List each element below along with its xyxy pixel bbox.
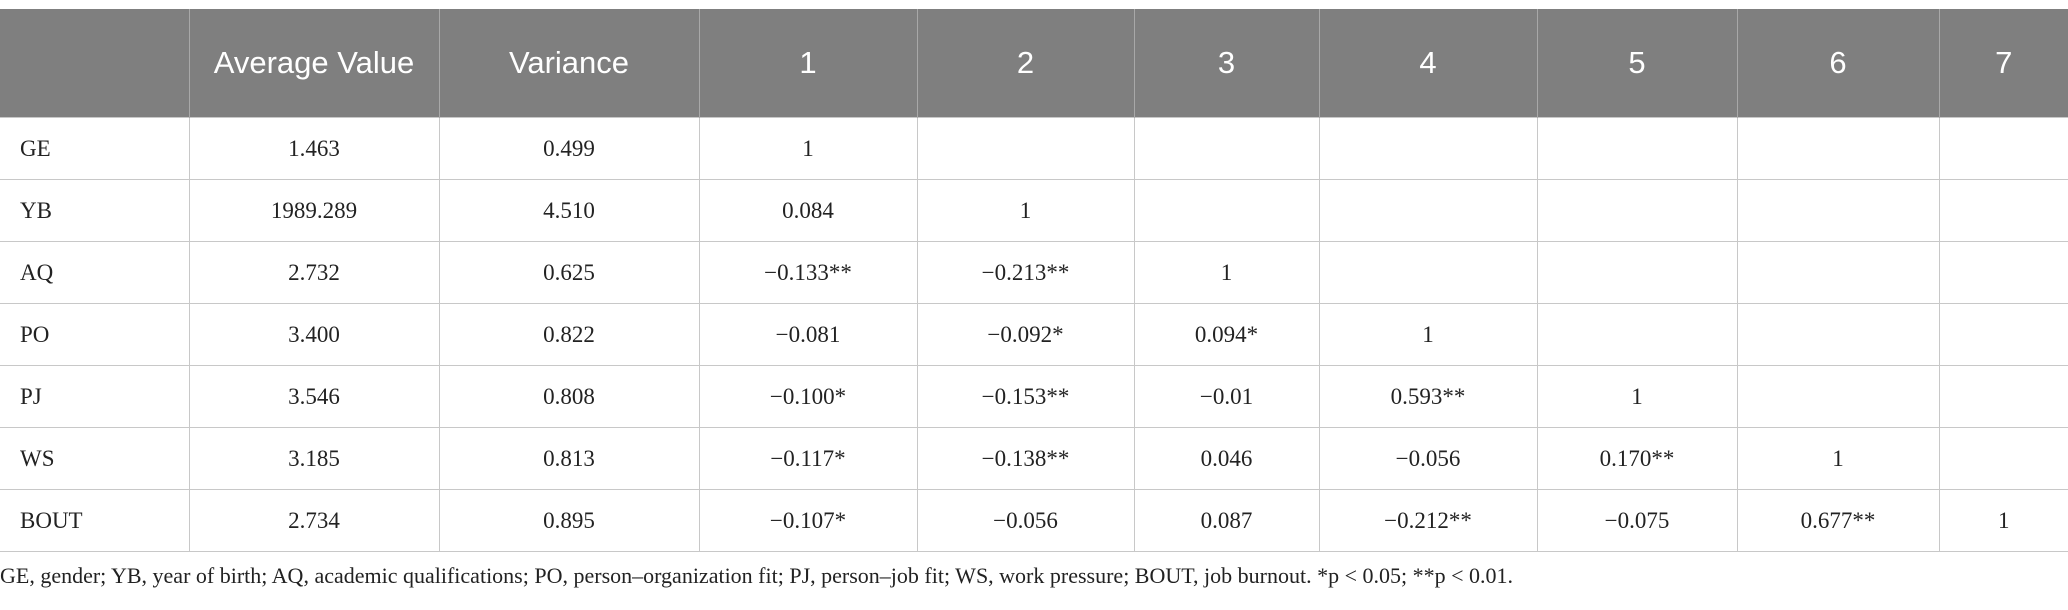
- cell: 0.625: [438, 241, 700, 304]
- cell: 0.813: [438, 427, 700, 490]
- empty-cell: [1938, 427, 2068, 490]
- empty-cell: [1736, 179, 1940, 242]
- row-label: BOUT: [0, 489, 190, 552]
- row-label: AQ: [0, 241, 190, 304]
- cell: −0.056: [916, 489, 1135, 552]
- cell: −0.092*: [916, 303, 1135, 366]
- row-label: YB: [0, 179, 190, 242]
- empty-cell: [1536, 241, 1738, 304]
- cell: 0.094*: [1133, 303, 1320, 366]
- table-row: WS 3.185 0.813 −0.117* −0.138** 0.046 −0.056 0.…: [0, 427, 2068, 490]
- cell: −0.056: [1318, 427, 1538, 490]
- cell: 0.677**: [1736, 489, 1940, 552]
- empty-cell: [1318, 241, 1538, 304]
- footnote: GE, gender; YB, year of birth; AQ, acade…: [0, 563, 1514, 588]
- cell: −0.100*: [698, 365, 918, 428]
- cell: 0.087: [1133, 489, 1320, 552]
- header-cell: 6: [1736, 9, 1939, 118]
- header-cell: Variance: [438, 9, 699, 118]
- cell: 3.546: [188, 365, 440, 428]
- cell: −0.075: [1536, 489, 1738, 552]
- header-cell: 1: [698, 9, 917, 118]
- empty-cell: [1133, 179, 1320, 242]
- empty-cell: [1938, 117, 2068, 180]
- cell: 1: [1133, 241, 1320, 304]
- empty-cell: [1938, 303, 2068, 366]
- header-cell: 4: [1318, 9, 1537, 118]
- cell: 1989.289: [188, 179, 440, 242]
- cell: 2.734: [188, 489, 440, 552]
- cell: −0.133**: [698, 241, 918, 304]
- cell: 1.463: [188, 117, 440, 180]
- empty-cell: [1133, 117, 1320, 180]
- cell: 0.499: [438, 117, 700, 180]
- header-corner: [0, 9, 189, 118]
- cell: −0.081: [698, 303, 918, 366]
- cell: 0.170**: [1536, 427, 1738, 490]
- empty-cell: [1938, 179, 2068, 242]
- table-row: AQ 2.732 0.625 −0.133** −0.213** 1: [0, 241, 2068, 304]
- cell: 0.046: [1133, 427, 1320, 490]
- empty-cell: [1536, 117, 1738, 180]
- table-row: YB 1989.289 4.510 0.084 1: [0, 179, 2068, 242]
- empty-cell: [1736, 117, 1940, 180]
- table-body: GE 1.463 0.499 1 YB 1989.289 4.510 0.084 1 AQ 2.73…: [0, 117, 2068, 552]
- header-cell: 5: [1536, 9, 1737, 118]
- table-row: PJ 3.546 0.808 −0.100* −0.153** −0.01 0.593** 1: [0, 365, 2068, 428]
- header-row: Average Value Variance 1 2 3 4 5 6 7: [0, 9, 2068, 118]
- cell: −0.213**: [916, 241, 1135, 304]
- cell: 1: [1318, 303, 1538, 366]
- row-label: GE: [0, 117, 190, 180]
- empty-cell: [1318, 179, 1538, 242]
- cell: 0.593**: [1318, 365, 1538, 428]
- cell: 1: [698, 117, 918, 180]
- empty-cell: [1318, 117, 1538, 180]
- cell: −0.117*: [698, 427, 918, 490]
- cell: −0.212**: [1318, 489, 1538, 552]
- empty-cell: [1736, 365, 1940, 428]
- empty-cell: [916, 117, 1135, 180]
- cell: 1: [1938, 489, 2068, 552]
- empty-cell: [1736, 241, 1940, 304]
- cell: −0.153**: [916, 365, 1135, 428]
- cell: 1: [1536, 365, 1738, 428]
- cell: −0.01: [1133, 365, 1320, 428]
- empty-cell: [1938, 241, 2068, 304]
- cell: 0.895: [438, 489, 700, 552]
- cell: 1: [916, 179, 1135, 242]
- table-row: PO 3.400 0.822 −0.081 −0.092* 0.094* 1: [0, 303, 2068, 366]
- cell: −0.107*: [698, 489, 918, 552]
- cell: −0.138**: [916, 427, 1135, 490]
- empty-cell: [1536, 303, 1738, 366]
- table-row: GE 1.463 0.499 1: [0, 117, 2068, 180]
- header-cell: 7: [1938, 9, 2068, 118]
- row-label: WS: [0, 427, 190, 490]
- header-cell: 2: [916, 9, 1134, 118]
- cell: 3.185: [188, 427, 440, 490]
- header-cell: Average Value: [188, 9, 439, 118]
- empty-cell: [1536, 179, 1738, 242]
- empty-cell: [1938, 365, 2068, 428]
- correlation-table: Average Value Variance 1 2 3 4 5 6 7 GE 1.463 0.49…: [0, 9, 2068, 552]
- cell: 2.732: [188, 241, 440, 304]
- header-cell: 3: [1133, 9, 1319, 118]
- row-label: PJ: [0, 365, 190, 428]
- cell: 3.400: [188, 303, 440, 366]
- table-row: BOUT 2.734 0.895 −0.107* −0.056 0.087 −0.212**…: [0, 489, 2068, 552]
- cell: 0.822: [438, 303, 700, 366]
- cell: 0.084: [698, 179, 918, 242]
- empty-cell: [1736, 303, 1940, 366]
- cell: 4.510: [438, 179, 700, 242]
- cell: 1: [1736, 427, 1940, 490]
- row-label: PO: [0, 303, 190, 366]
- cell: 0.808: [438, 365, 700, 428]
